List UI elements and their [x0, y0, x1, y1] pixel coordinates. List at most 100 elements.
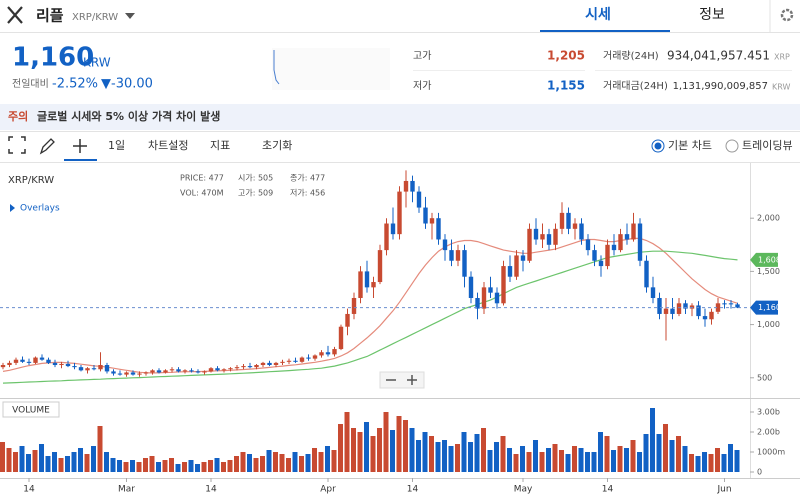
volume-bar: [162, 460, 168, 472]
candle-body: [611, 244, 617, 251]
candle-body: [241, 366, 246, 368]
candle-body: [46, 359, 51, 363]
candle-body: [234, 367, 240, 369]
toolbar-item[interactable]: 차트설정: [148, 139, 188, 152]
candle-body: [124, 372, 129, 375]
candle-body: [228, 368, 233, 370]
volume-bar: [598, 432, 603, 472]
candle-body: [488, 287, 493, 293]
volume-bar: [643, 434, 649, 472]
candle-body: [117, 373, 123, 375]
candle-body: [631, 223, 636, 240]
candle-body: [286, 360, 292, 362]
chart-info: 저가: 456: [290, 189, 325, 198]
candle-body: [319, 352, 324, 356]
interval[interactable]: 1일: [108, 138, 125, 152]
volume-bar: [676, 436, 681, 472]
settings[interactable]: [780, 8, 794, 22]
volume-bar: [71, 452, 77, 472]
candle-body: [423, 207, 428, 224]
candle-body: [273, 362, 279, 366]
volume-bar: [500, 436, 506, 472]
candle-body: [247, 366, 253, 368]
x-tick-label: Jun: [716, 485, 731, 495]
volume-bar: [448, 446, 454, 472]
y-tick-label: 1,000: [757, 320, 780, 329]
tab[interactable]: 시세: [585, 7, 611, 23]
zoom-buttons[interactable]: [379, 371, 425, 389]
candle-body: [215, 368, 220, 371]
price-tag: [750, 252, 778, 267]
candle-body: [507, 266, 513, 277]
volume-label-box: [2, 401, 60, 418]
volume-bar: [78, 448, 83, 472]
header-bg: [0, 0, 800, 32]
change-price: ▼-30.00: [101, 77, 153, 92]
vol-tick-label: 0: [757, 468, 762, 477]
candle-body: [514, 255, 519, 277]
price-tag-label: 1,160: [758, 303, 781, 312]
overlays[interactable]: Overlays: [20, 204, 60, 214]
candle-body: [715, 303, 721, 312]
candle-body: [0, 365, 6, 368]
volume-bar: [227, 460, 233, 472]
volume-bar: [299, 456, 304, 472]
tab[interactable]: 정보: [699, 7, 725, 23]
draw-tool[interactable]: [39, 138, 55, 155]
volume-bar: [591, 452, 597, 472]
volume-bar: [32, 450, 38, 472]
volume-bar: [455, 444, 460, 472]
y-tick-label: 1,500: [757, 267, 780, 276]
sparkline-bg: [272, 48, 390, 90]
volume-bar: [611, 450, 616, 472]
volume-bar: [351, 428, 356, 472]
radio[interactable]: [725, 139, 739, 153]
volume-bar: [240, 452, 246, 472]
mode[interactable]: 기본 차트: [668, 139, 712, 152]
volume-bar: [403, 420, 408, 472]
volume-bar: [156, 462, 161, 472]
volume-bar: [123, 462, 129, 472]
volume-bar: [461, 432, 467, 472]
candle-body: [436, 218, 441, 240]
fullscreen[interactable]: [8, 136, 26, 154]
candle-body: [462, 250, 467, 277]
crosshair[interactable]: [73, 139, 87, 153]
candle-body: [566, 212, 571, 229]
candle-body: [689, 305, 695, 309]
volume-bar: [58, 458, 64, 472]
candle-body: [644, 260, 649, 288]
volume-bar: [695, 456, 701, 472]
volume-bar: [344, 412, 350, 472]
volume-bar: [292, 452, 298, 472]
x-tick-label: May: [514, 485, 533, 495]
candle-body: [540, 234, 545, 240]
candle-body: [189, 370, 194, 372]
candle-body: [364, 271, 370, 288]
candle-body: [150, 370, 155, 373]
chart-info: VOL: 470M: [180, 189, 224, 198]
volume-bar: [247, 454, 252, 472]
volume-bar: [117, 460, 122, 472]
candle-body: [338, 326, 344, 350]
overlay-arrow[interactable]: [10, 204, 15, 212]
volume-bar: [468, 442, 473, 472]
candle-body: [377, 250, 383, 283]
candle-body: [527, 228, 532, 261]
toolbar-item[interactable]: 지표: [210, 139, 230, 152]
candle-body: [663, 308, 669, 314]
toolbar-item[interactable]: 초기화: [262, 139, 292, 152]
candle-body: [91, 368, 97, 370]
y-tick-label: 500: [757, 373, 772, 382]
candle-body: [624, 234, 630, 240]
volume-bar: [279, 454, 285, 472]
volume-bar: [169, 458, 174, 472]
volume-bar: [357, 432, 363, 472]
mode[interactable]: 트레이딩뷰: [742, 139, 793, 152]
candle-body: [533, 228, 539, 240]
price-tag-label: 1,608: [758, 255, 781, 264]
volume-unit: XRP: [774, 53, 790, 62]
dropdown[interactable]: [125, 13, 135, 19]
candle-body: [676, 303, 682, 314]
volume-bar: [572, 446, 577, 472]
